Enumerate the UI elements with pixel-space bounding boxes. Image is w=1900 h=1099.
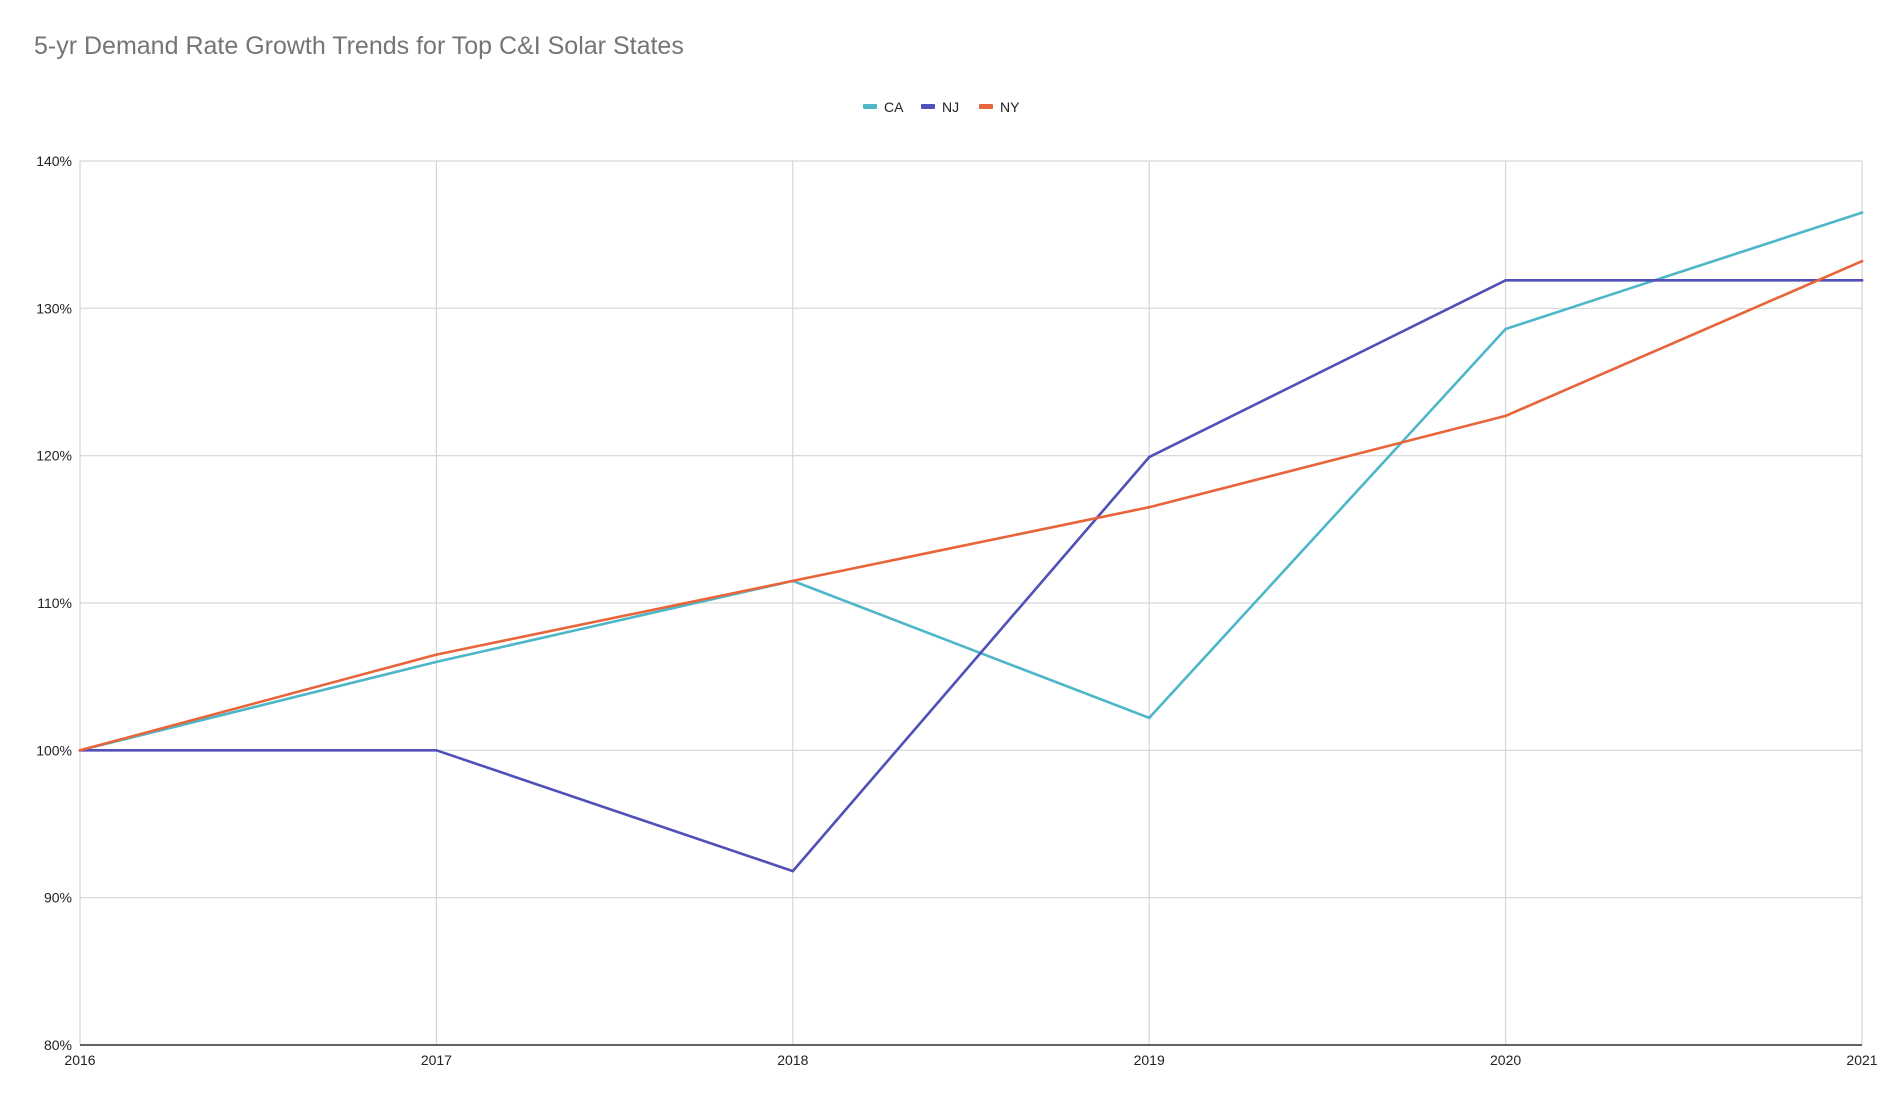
x-tick-label: 2019 — [1134, 1052, 1165, 1068]
y-tick-label: 90% — [44, 890, 72, 906]
data-point-nj — [1147, 455, 1151, 459]
data-point-ca — [1860, 211, 1864, 214]
data-point-nj — [1860, 279, 1864, 282]
legend: CA NJ NY — [863, 99, 1020, 115]
data-point-ny — [1504, 414, 1507, 418]
data-point-ca — [1504, 327, 1507, 331]
x-tick-label: 2018 — [777, 1052, 808, 1068]
data-point-ny — [78, 749, 82, 752]
data-point-ny — [1860, 259, 1864, 263]
data-point-ca — [1147, 716, 1151, 720]
legend-label-nj: NJ — [942, 99, 959, 115]
legend-swatch-ca — [863, 104, 877, 109]
data-point-nj — [435, 749, 438, 752]
x-tick-label: 2020 — [1490, 1052, 1521, 1068]
series-line-nj — [78, 278, 1864, 873]
series-line-ca — [78, 211, 1864, 752]
data-point-ny — [791, 579, 795, 583]
series-lines — [78, 211, 1864, 873]
data-point-nj — [791, 869, 795, 873]
chart-title: 5-yr Demand Rate Growth Trends for Top C… — [34, 32, 684, 60]
gridlines — [79, 160, 1863, 1046]
y-tick-label: 130% — [36, 300, 72, 316]
y-tick-label: 100% — [36, 742, 72, 758]
x-tick-label: 2016 — [64, 1052, 95, 1068]
x-tick-label: 2021 — [1846, 1052, 1877, 1068]
series-line-ny — [78, 259, 1864, 752]
y-tick-label: 80% — [44, 1037, 72, 1053]
y-tick-label: 110% — [37, 595, 72, 611]
axis-labels: 80% 90% 100% 110% 120% 130% 140% 2016 2017 2018 20… — [36, 153, 1878, 1068]
legend-swatch-nj — [921, 104, 935, 109]
x-tick-label: 2017 — [421, 1052, 452, 1068]
data-point-nj — [1504, 279, 1507, 282]
legend-label-ca: CA — [884, 99, 904, 115]
data-point-ny — [1147, 505, 1151, 509]
y-tick-label: 140% — [36, 153, 72, 169]
y-tick-label: 120% — [36, 448, 72, 464]
legend-label-ny: NY — [1000, 99, 1020, 115]
legend-swatch-ny — [979, 104, 993, 109]
data-point-ny — [435, 653, 438, 656]
data-point-ca — [435, 660, 438, 664]
